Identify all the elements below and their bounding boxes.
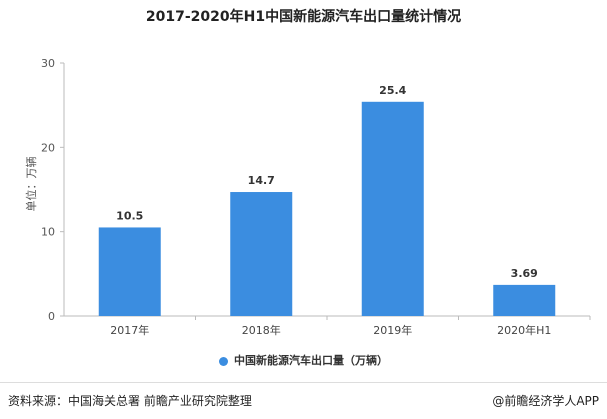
bar <box>230 192 293 316</box>
x-tick-label: 2018年 <box>242 323 281 337</box>
x-tick-label: 2020年H1 <box>497 323 551 337</box>
data-label: 3.69 <box>511 267 538 280</box>
y-tick-label: 10 <box>41 226 55 239</box>
data-label: 25.4 <box>379 84 406 97</box>
source-note: 资料来源：中国海关总署 前瞻产业研究院整理 <box>8 394 252 408</box>
data-label: 10.5 <box>116 209 143 222</box>
legend: 中国新能源汽车出口量（万辆） <box>0 352 607 368</box>
y-tick-label: 30 <box>41 57 55 70</box>
bar <box>361 101 424 316</box>
x-tick-label: 2019年 <box>373 323 412 337</box>
y-tick-label: 20 <box>41 141 55 154</box>
bar <box>493 284 556 316</box>
legend-label: 中国新能源汽车出口量（万辆） <box>234 354 388 367</box>
legend-marker <box>219 356 228 366</box>
footer: 资料来源：中国海关总署 前瞻产业研究院整理 @前瞻经济学人APP <box>0 382 607 419</box>
y-tick-label: 0 <box>48 310 55 323</box>
x-tick-label: 2017年 <box>110 323 149 337</box>
bar <box>98 227 161 316</box>
chart-title: 2017-2020年H1中国新能源汽车出口量统计情况 <box>145 9 462 25</box>
credit-note: @前瞻经济学人APP <box>492 394 599 408</box>
data-label: 14.7 <box>248 174 275 187</box>
